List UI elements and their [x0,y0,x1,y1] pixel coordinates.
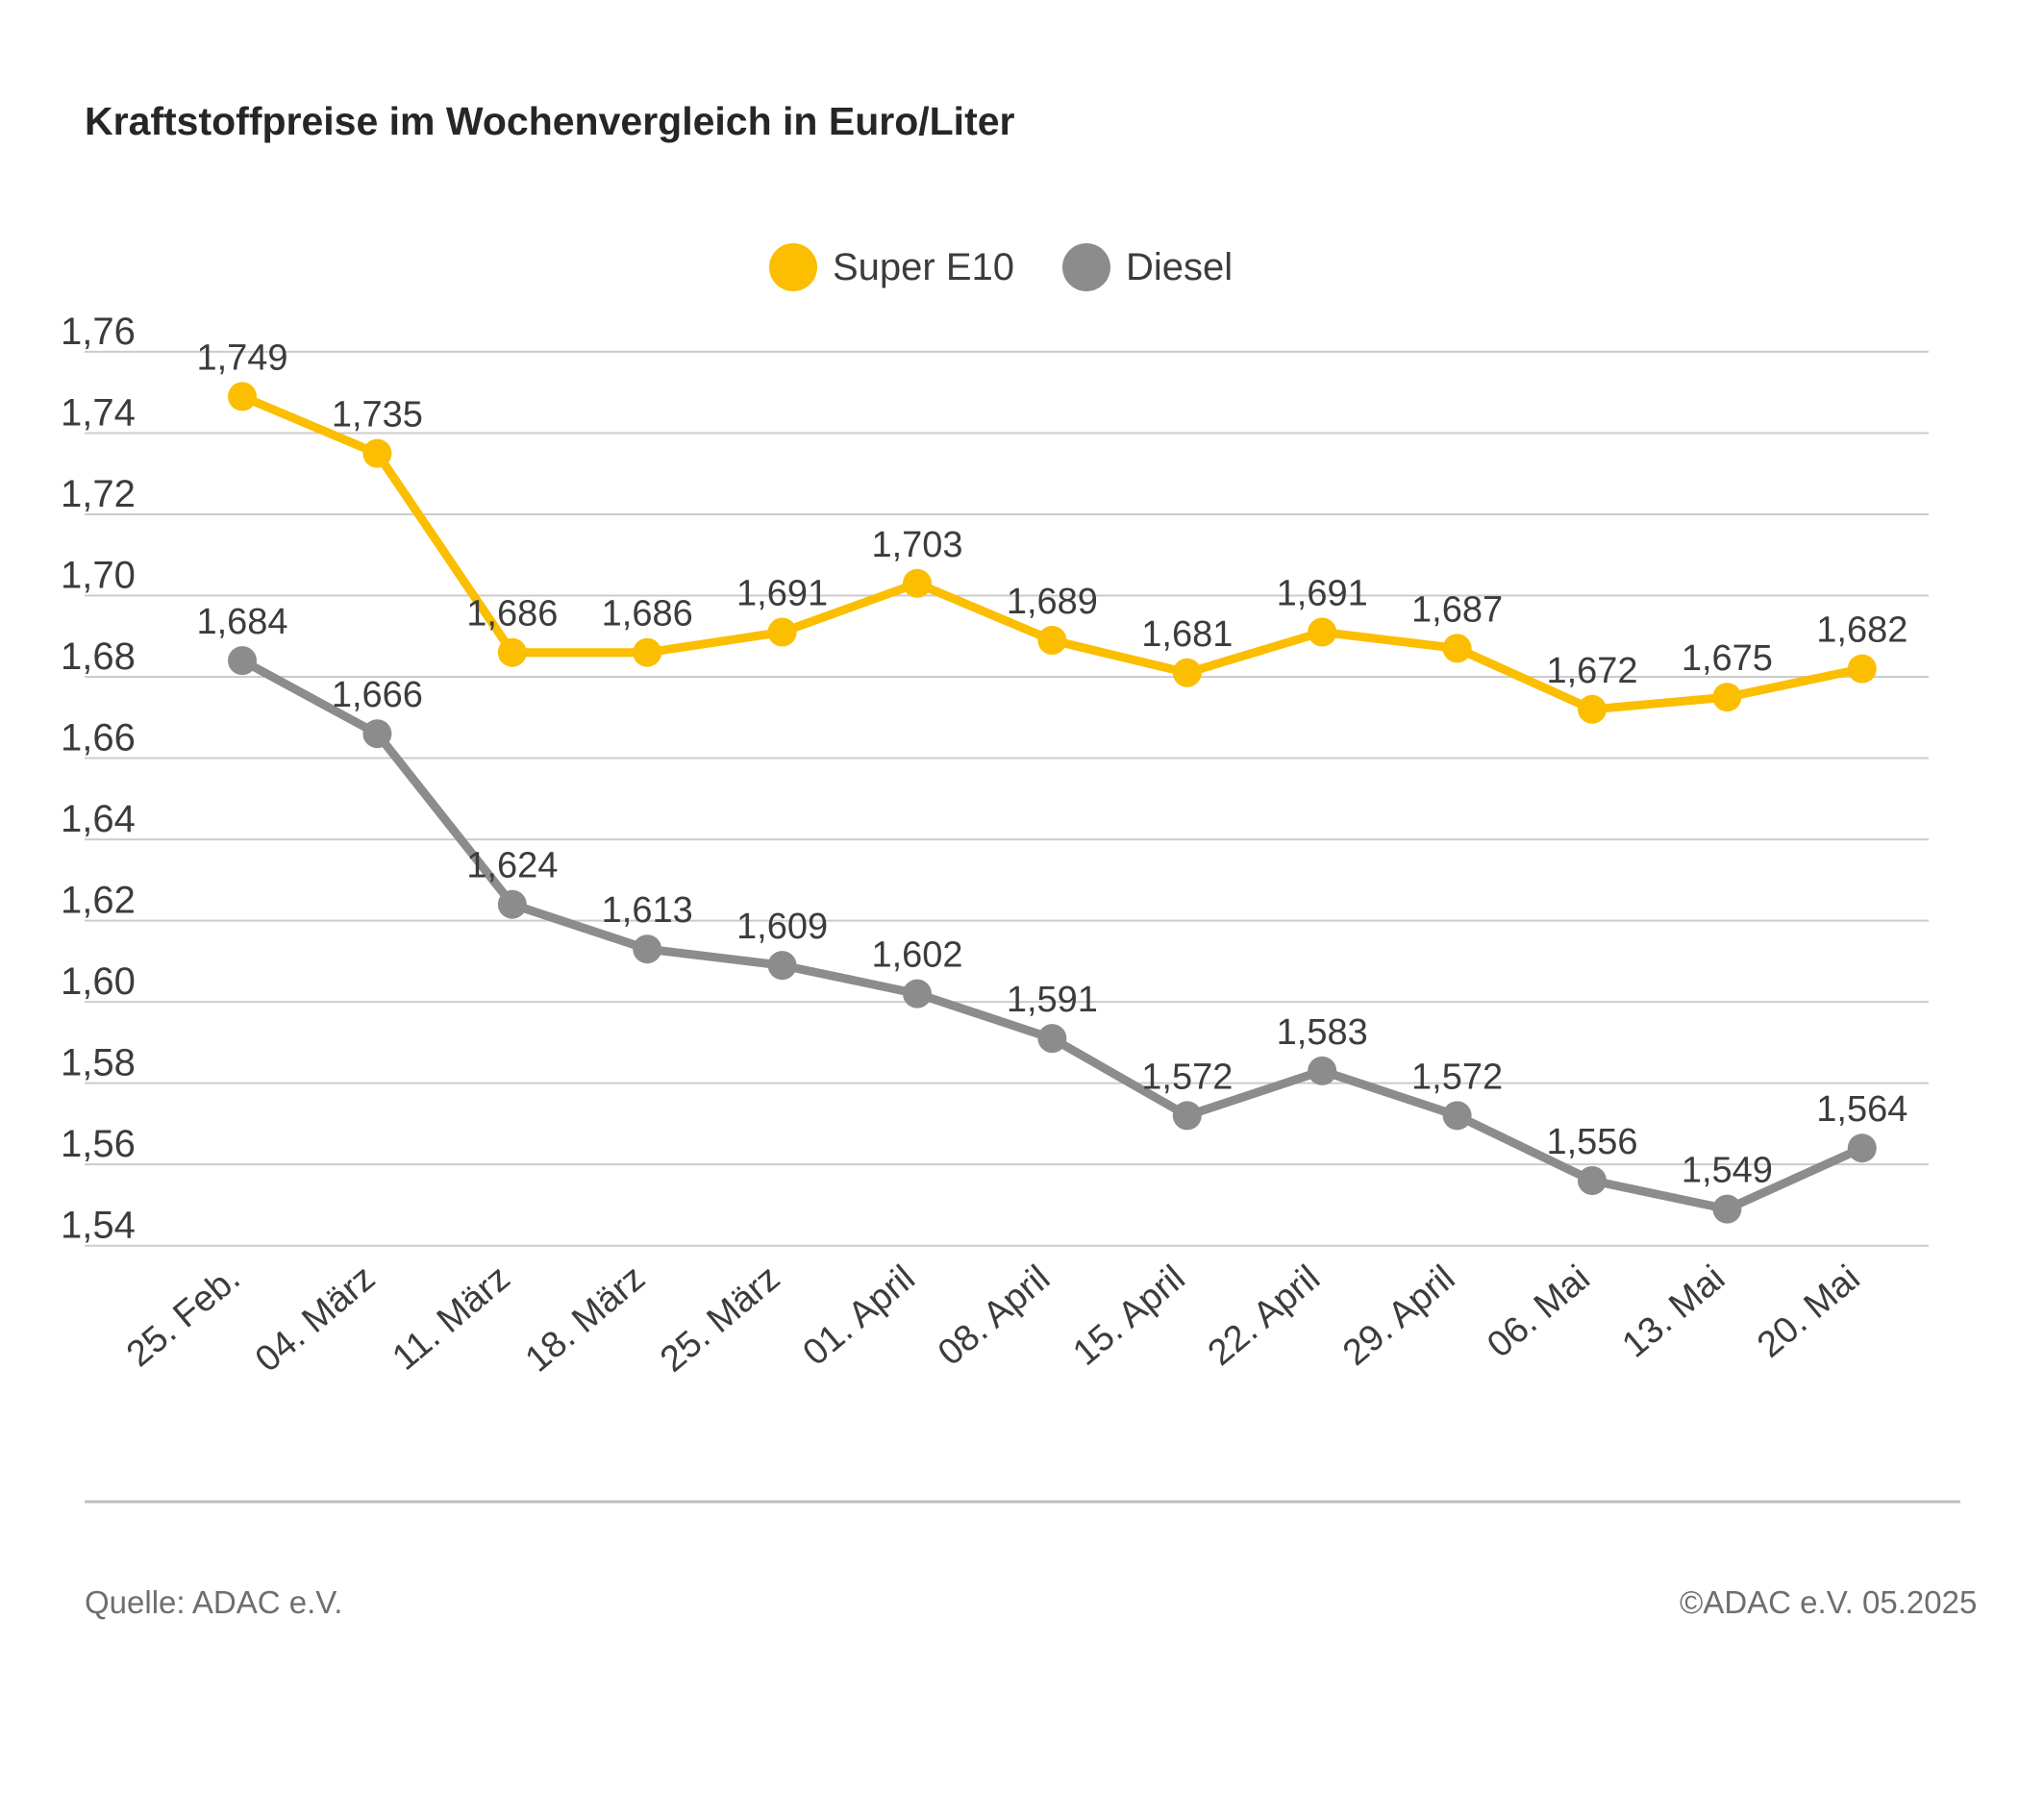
svg-text:1,591: 1,591 [1007,980,1098,1020]
svg-text:1,735: 1,735 [332,395,423,436]
svg-text:06. Mai: 06. Mai [1480,1258,1597,1365]
svg-text:1,689: 1,689 [1007,582,1098,622]
svg-text:1,56: 1,56 [61,1123,136,1165]
svg-text:1,62: 1,62 [61,880,136,922]
svg-text:1,703: 1,703 [871,525,962,565]
svg-text:1,613: 1,613 [602,890,693,931]
svg-text:1,749: 1,749 [196,337,287,378]
svg-text:1,602: 1,602 [871,935,962,976]
svg-text:1,681: 1,681 [1141,614,1233,655]
svg-text:1,686: 1,686 [466,594,558,635]
svg-text:1,572: 1,572 [1141,1057,1233,1097]
svg-text:1,64: 1,64 [61,798,136,840]
svg-text:1,58: 1,58 [61,1042,136,1084]
svg-text:04. März: 04. März [248,1258,383,1380]
svg-text:1,609: 1,609 [736,907,828,947]
svg-text:1,54: 1,54 [61,1205,136,1247]
svg-text:1,691: 1,691 [736,574,828,614]
svg-text:1,675: 1,675 [1682,638,1773,679]
svg-text:11. März: 11. März [385,1258,517,1378]
svg-text:1,66: 1,66 [61,717,136,760]
svg-text:25. Feb.: 25. Feb. [119,1258,248,1375]
svg-text:29. April: 29. April [1335,1258,1462,1373]
svg-text:1,76: 1,76 [61,311,136,353]
svg-text:1,556: 1,556 [1546,1122,1637,1162]
svg-text:1,70: 1,70 [61,555,136,597]
svg-text:08. April: 08. April [931,1258,1058,1373]
svg-text:1,68: 1,68 [61,635,136,678]
svg-text:13. Mai: 13. Mai [1615,1258,1732,1365]
svg-text:01. April: 01. April [796,1258,923,1373]
svg-text:1,666: 1,666 [332,675,423,715]
svg-text:1,564: 1,564 [1816,1089,1907,1130]
svg-text:1,691: 1,691 [1277,574,1368,614]
svg-text:25. März: 25. März [653,1258,787,1380]
svg-text:1,72: 1,72 [61,473,136,515]
svg-text:1,583: 1,583 [1277,1012,1368,1053]
svg-text:1,682: 1,682 [1816,610,1907,651]
svg-text:1,687: 1,687 [1411,589,1503,630]
svg-text:1,572: 1,572 [1411,1057,1503,1097]
svg-text:1,672: 1,672 [1546,651,1637,691]
svg-text:1,60: 1,60 [61,960,136,1003]
svg-text:1,684: 1,684 [196,602,287,642]
svg-text:22. April: 22. April [1201,1258,1328,1373]
svg-text:1,74: 1,74 [61,392,136,435]
svg-text:1,686: 1,686 [602,594,693,635]
svg-text:1,549: 1,549 [1682,1151,1773,1191]
svg-text:18. März: 18. März [518,1258,653,1380]
svg-text:20. Mai: 20. Mai [1750,1258,1867,1365]
svg-text:1,624: 1,624 [466,846,558,886]
svg-text:15. April: 15. April [1065,1258,1192,1373]
